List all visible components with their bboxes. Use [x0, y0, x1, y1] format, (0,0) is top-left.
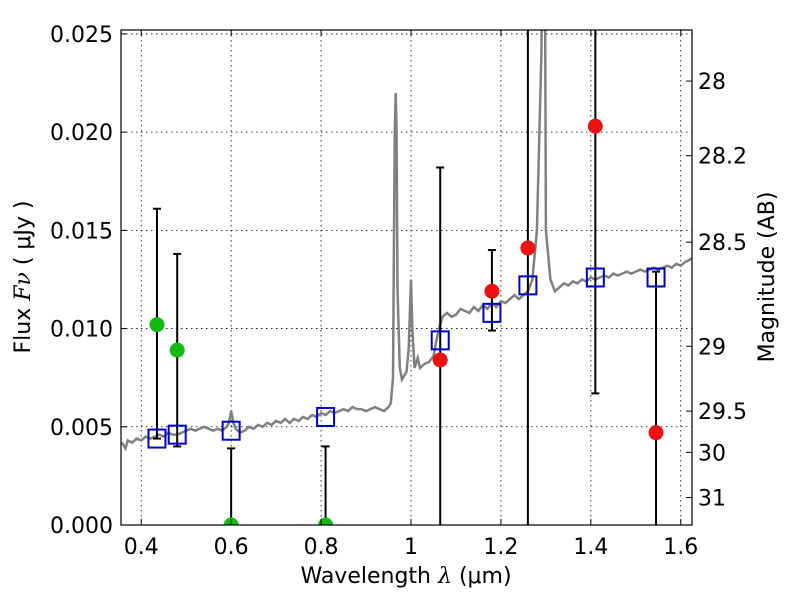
observed-flux-point [484, 283, 500, 299]
template-photometry-point [646, 267, 666, 288]
template-photometry-point [221, 420, 241, 441]
x-tick-label: 1.6 [663, 535, 698, 560]
x-tick-label: 0.4 [124, 535, 159, 560]
observed-flux-point [648, 425, 664, 441]
right-axis-label: Magnitude (AB) [755, 192, 780, 363]
template-photometry-point [482, 302, 502, 323]
plot-frame [120, 29, 693, 526]
template-photometry-point [518, 275, 538, 296]
y-axis-label-text: Flux [11, 308, 36, 354]
x-axis-label-symbol: λ [437, 564, 452, 589]
x-tick-label: 1 [404, 535, 418, 560]
y2-tick-label: 29.5 [698, 400, 747, 425]
y-tick-label: 0.000 [50, 514, 113, 539]
y-tick-label: 0.010 [50, 318, 113, 343]
observed-flux-point [520, 240, 536, 256]
y-tick-label: 0.025 [50, 23, 113, 48]
spectrum-line [121, 30, 692, 452]
y2-tick-label: 28.2 [698, 145, 747, 170]
observed-flux-point [432, 352, 448, 368]
y-tick-label: 0.020 [50, 121, 113, 146]
y2-tick-label: 31 [698, 487, 726, 512]
y-axis-label: Flux Fν ( μJy ) [11, 200, 36, 353]
x-tick-label: 1.4 [573, 535, 608, 560]
template-photometry-point [316, 406, 336, 427]
x-tick-label: 0.8 [304, 535, 339, 560]
template-photometry-point [167, 424, 187, 445]
error-bars [152, 30, 661, 525]
y2-tick-label: 30 [698, 441, 726, 466]
y-tick-label: 0.015 [50, 219, 113, 244]
x-axis-label: Wavelength λ (μm) [300, 564, 511, 589]
plot-area [121, 30, 692, 525]
x-axis-label-unit: (μm) [459, 564, 512, 589]
observed-flux-point [169, 342, 185, 358]
observed-flux-point [149, 317, 165, 333]
template-photometry-points [147, 267, 666, 449]
template-photometry-point [585, 267, 605, 288]
y-tick-label: 0.005 [50, 416, 113, 441]
y-axis-label-symbol: Fν [11, 272, 36, 302]
y-axis-label-unit: ( μJy ) [11, 200, 36, 265]
x-axis-ticks: 0.4 0.6 0.8 1 1.2 1.4 1.6 [124, 30, 698, 560]
template-photometry-point [147, 428, 167, 449]
observed-flux-point [587, 118, 603, 134]
y2-tick-label: 29 [698, 335, 726, 360]
y2-tick-label: 28 [698, 70, 726, 95]
x-axis-label-text: Wavelength [300, 564, 431, 589]
observed-flux-points [149, 118, 664, 525]
x-tick-label: 1.2 [483, 535, 518, 560]
y-axis-ticks: 0.000 0.005 0.010 0.015 0.020 0.025 [50, 23, 127, 539]
right-axis-ticks: 28 28.2 28.5 29 29.5 30 31 [686, 70, 747, 512]
y2-tick-label: 28.5 [698, 231, 747, 256]
observed-flux-point [318, 517, 334, 525]
template-photometry-point [430, 330, 450, 351]
x-tick-label: 0.6 [214, 535, 249, 560]
